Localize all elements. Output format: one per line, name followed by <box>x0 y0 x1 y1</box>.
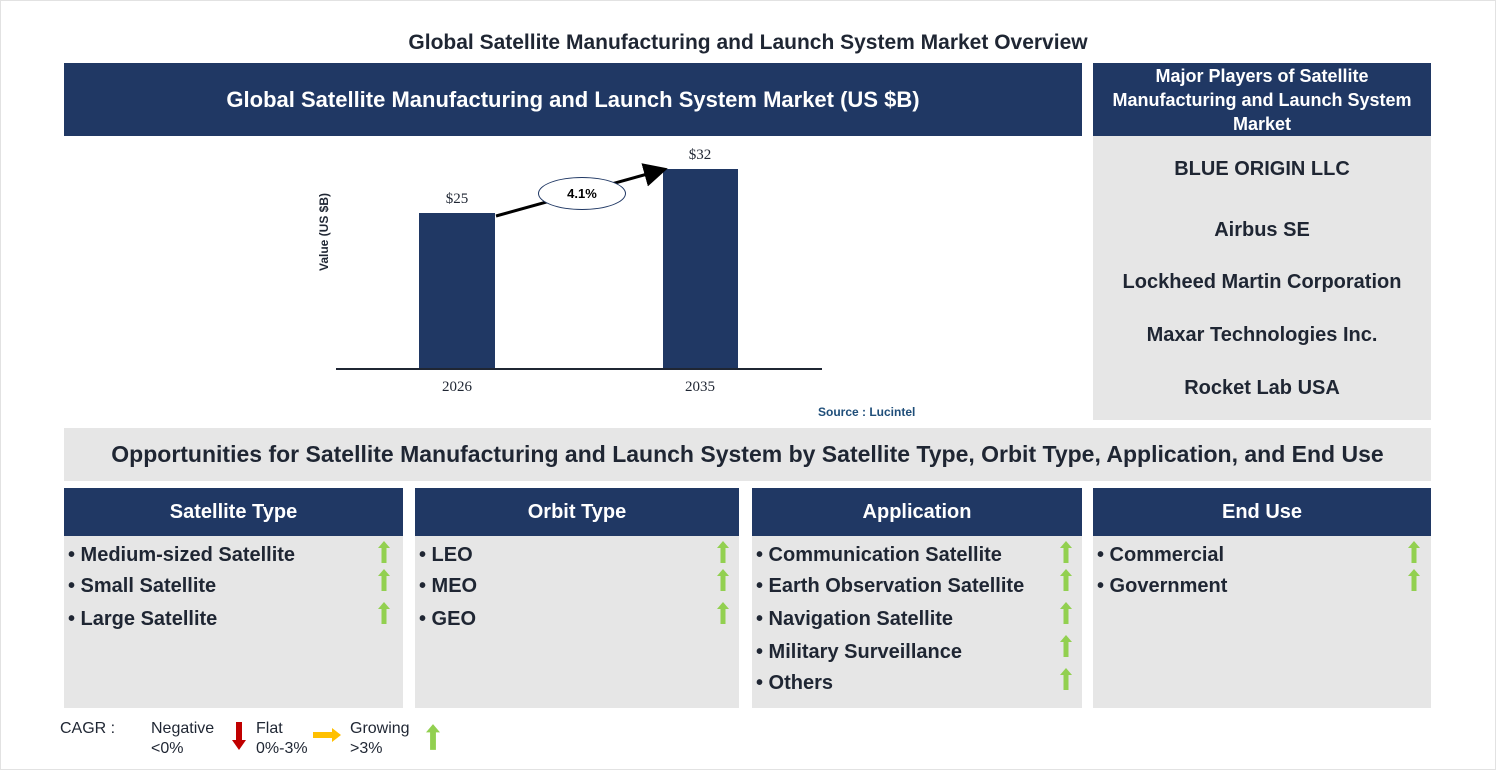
cagr-annotation: 4.1% <box>538 177 626 210</box>
legend-flat-name: Flat <box>256 720 283 737</box>
up-arrow-icon <box>1060 569 1072 591</box>
legend-label: CAGR : <box>60 720 116 737</box>
up-arrow-icon <box>378 569 390 591</box>
segment-body: • Communication Satellite • Earth Observ… <box>752 536 1082 708</box>
segment-satellite-type: Satellite Type • Medium-sized Satellite … <box>64 488 403 708</box>
legend-growing-name: Growing <box>350 720 410 737</box>
market-chart-header: Global Satellite Manufacturing and Launc… <box>64 63 1082 136</box>
segment-item: • GEO <box>419 608 477 630</box>
up-arrow-icon <box>1060 635 1072 657</box>
segment-item: • Commercial <box>1097 544 1225 566</box>
up-arrow-icon <box>378 541 390 563</box>
y-axis-label: Value (US $B) <box>317 192 331 272</box>
segment-orbit-type: Orbit Type • LEO • MEO • GEO <box>415 488 739 708</box>
segment-item: • Military Surveillance <box>756 641 962 663</box>
legend-negative-range: <0% <box>151 740 184 757</box>
up-arrow-icon <box>717 541 729 563</box>
segment-item: • Earth Observation Satellite <box>756 575 1025 597</box>
up-arrow-icon <box>1060 602 1072 624</box>
source-note: Source : Lucintel <box>818 405 916 419</box>
legend-flat-range: 0%-3% <box>256 740 308 757</box>
x-tick-label: 2026 <box>442 379 472 395</box>
up-arrow-icon <box>1408 541 1420 563</box>
major-players-list: BLUE ORIGIN LLC Airbus SE Lockheed Marti… <box>1093 136 1431 420</box>
page-title: Global Satellite Manufacturing and Launc… <box>408 31 1088 54</box>
up-arrow-icon <box>1408 569 1420 591</box>
segment-item: • MEO <box>419 575 478 597</box>
segment-body: • Medium-sized Satellite • Small Satelli… <box>64 536 403 708</box>
up-arrow-icon <box>717 602 729 624</box>
up-arrow-icon <box>1060 541 1072 563</box>
bar-value-label: $25 <box>445 191 469 207</box>
segment-item: • Government <box>1097 575 1228 597</box>
segment-item: • Small Satellite <box>68 575 217 597</box>
bar-2035 <box>663 169 738 369</box>
cagr-legend: CAGR : Negative <0% Flat 0%-3% Growing >… <box>60 720 480 765</box>
segment-item: • LEO <box>419 544 473 566</box>
x-tick-label: 2035 <box>685 379 715 395</box>
segment-body: • Commercial • Government <box>1093 536 1431 708</box>
right-arrow-icon <box>313 728 341 742</box>
segment-item: • Navigation Satellite <box>756 608 954 630</box>
player-item: Rocket Lab USA <box>1184 377 1340 399</box>
opportunities-banner: Opportunities for Satellite Manufacturin… <box>64 428 1431 481</box>
segment-header: Application <box>752 488 1082 536</box>
legend-negative-name: Negative <box>151 720 215 737</box>
up-arrow-icon <box>426 724 440 750</box>
segment-item: • Large Satellite <box>68 608 218 630</box>
segment-header: Orbit Type <box>415 488 739 536</box>
segment-body: • LEO • MEO • GEO <box>415 536 739 708</box>
bar-value-label: $32 <box>688 147 712 163</box>
segment-header: End Use <box>1093 488 1431 536</box>
down-arrow-icon <box>232 722 246 750</box>
up-arrow-icon <box>717 569 729 591</box>
bar-2026 <box>419 213 495 369</box>
player-item: Maxar Technologies Inc. <box>1146 324 1378 346</box>
legend-growing-range: >3% <box>350 740 383 757</box>
up-arrow-icon <box>1060 668 1072 690</box>
segment-item: • Communication Satellite <box>756 544 1002 566</box>
segment-application: Application • Communication Satellite • … <box>752 488 1082 708</box>
major-players-header: Major Players of Satellite Manufacturing… <box>1093 63 1431 136</box>
player-item: Lockheed Martin Corporation <box>1122 271 1402 293</box>
x-axis-line <box>336 368 822 370</box>
player-item: Airbus SE <box>1214 219 1310 241</box>
up-arrow-icon <box>378 602 390 624</box>
player-item: BLUE ORIGIN LLC <box>1174 158 1350 180</box>
segment-item: • Others <box>756 672 834 694</box>
segment-item: • Medium-sized Satellite <box>68 544 296 566</box>
segment-end-use: End Use • Commercial • Government <box>1093 488 1431 708</box>
segment-header: Satellite Type <box>64 488 403 536</box>
